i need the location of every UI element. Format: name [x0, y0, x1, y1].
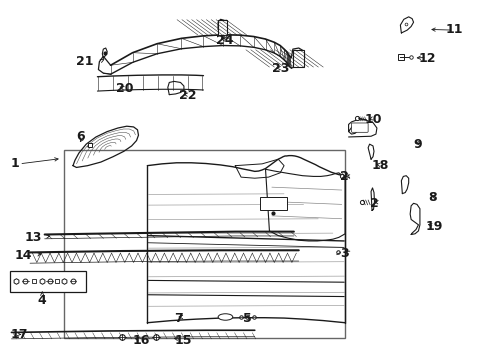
- Text: 21: 21: [76, 55, 94, 68]
- Text: 14: 14: [15, 249, 32, 262]
- Text: 17: 17: [10, 328, 28, 341]
- Text: 24: 24: [216, 33, 233, 47]
- Bar: [64, 149, 345, 338]
- Text: 22: 22: [179, 89, 196, 102]
- Bar: [218, 20, 227, 35]
- Text: 12: 12: [418, 51, 436, 64]
- Ellipse shape: [218, 314, 233, 320]
- Bar: [218, 20, 227, 35]
- Bar: [10, 271, 86, 292]
- Text: 13: 13: [25, 231, 42, 244]
- Text: 8: 8: [428, 192, 437, 204]
- Bar: [260, 197, 287, 211]
- Text: 15: 15: [174, 334, 192, 347]
- Text: 18: 18: [372, 159, 390, 172]
- Text: 11: 11: [445, 23, 463, 36]
- Text: 1: 1: [10, 157, 19, 170]
- Text: 20: 20: [116, 82, 133, 95]
- Text: 7: 7: [174, 311, 183, 325]
- Text: 19: 19: [426, 220, 443, 233]
- Text: 3: 3: [340, 247, 349, 260]
- Text: 2: 2: [369, 197, 378, 210]
- Text: 4: 4: [38, 294, 47, 307]
- Text: 10: 10: [365, 113, 382, 126]
- FancyBboxPatch shape: [351, 123, 368, 132]
- Bar: [293, 50, 304, 67]
- Text: 5: 5: [243, 311, 251, 325]
- Text: 16: 16: [133, 334, 150, 347]
- Text: 23: 23: [272, 62, 289, 75]
- Text: 6: 6: [76, 130, 85, 144]
- Bar: [293, 50, 304, 67]
- Text: 2: 2: [340, 170, 349, 183]
- Text: 9: 9: [414, 138, 422, 150]
